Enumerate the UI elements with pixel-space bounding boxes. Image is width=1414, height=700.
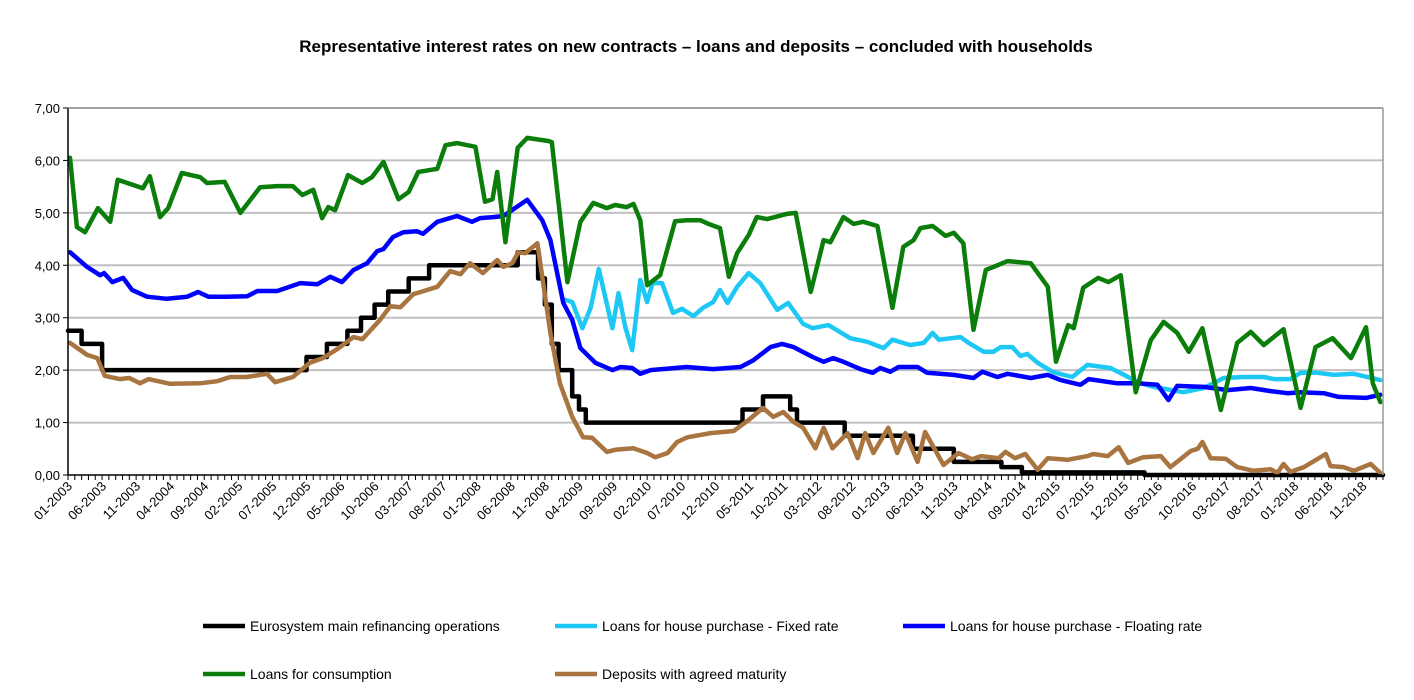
x-tick-label: 06-2013 (882, 479, 926, 523)
y-tick-label: 5,00 (35, 206, 60, 221)
x-tick-label: 06-2003 (65, 479, 109, 523)
legend-item: Loans for house purchase - Floating rate (903, 618, 1202, 634)
legend-item: Eurosystem main refinancing operations (203, 618, 500, 634)
series-line-3 (67, 197, 1383, 403)
y-tick-label: 2,00 (35, 363, 60, 378)
x-tick-label: 11-2018 (1326, 479, 1370, 523)
series-line-5 (67, 241, 1383, 476)
legend-label: Loans for house purchase - Fixed rate (602, 618, 839, 634)
y-tick-label: 1,00 (35, 416, 60, 431)
series-line-4 (67, 135, 1383, 413)
y-tick-label: 4,00 (35, 258, 60, 273)
y-tick-label: 7,00 (35, 101, 60, 116)
y-tick-label: 0,00 (35, 468, 60, 483)
legend-item: Deposits with agreed maturity (555, 666, 786, 682)
legend: Eurosystem main refinancing operations Lo… (203, 618, 1202, 682)
legend-label: Deposits with agreed maturity (602, 666, 786, 682)
legend-item: Loans for consumption (203, 666, 392, 682)
y-axis-ticks: 0,00 1,00 2,00 3,00 4,00 5,00 6,00 7,00 (35, 101, 68, 483)
y-tick-label: 3,00 (35, 311, 60, 326)
x-tick-label: 12-2010 (678, 479, 722, 523)
y-tick-label: 6,00 (35, 153, 60, 168)
x-tick-label: 06-2018 (1291, 479, 1335, 523)
series-line-1 (65, 249, 1386, 478)
x-tick-label: 06-2008 (474, 479, 518, 523)
x-axis-ticks: 01-200306-200311-200304-200409-200402-20… (31, 475, 1384, 523)
legend-label: Eurosystem main refinancing operations (250, 618, 500, 634)
legend-label: Loans for consumption (250, 666, 392, 682)
series-lines (65, 135, 1386, 478)
legend-item: Loans for house purchase - Fixed rate (555, 618, 839, 634)
axes (67, 107, 1384, 476)
legend-label: Loans for house purchase - Floating rate (950, 618, 1202, 634)
series-line-2 (563, 266, 1383, 395)
chart-title: Representative interest rates on new con… (299, 37, 1093, 56)
